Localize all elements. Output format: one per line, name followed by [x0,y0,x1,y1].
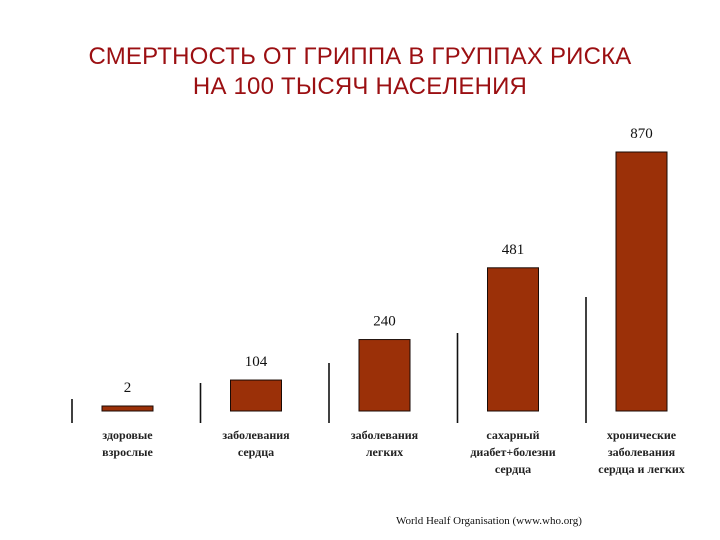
source-note: World Healf Organisation (www.who.org) [396,515,582,527]
bar [615,151,668,412]
data-label: 240 [373,314,396,330]
category-label: легких [366,445,403,459]
bar [230,379,282,412]
data-label: 481 [502,242,525,258]
category-label: сердца и легких [598,462,685,476]
chart-title: СМЕРТНОСТЬ ОТ ГРИППА В ГРУППАХ РИСКА НА … [0,42,720,102]
category-label: заболевания [608,445,676,459]
category-label: сердца [495,462,531,476]
bar [487,267,539,412]
category-label: заболевания [222,428,290,442]
data-label: 104 [245,354,268,370]
chart-title-line-1: СМЕРТНОСТЬ ОТ ГРИППА В ГРУППАХ РИСКА [88,43,632,70]
category-label: взрослые [102,445,153,459]
category-label: сахарный [486,428,539,442]
bar [358,339,411,412]
chart-title-line-2: НА 100 ТЫСЯЧ НАСЕЛЕНИЯ [192,73,528,100]
category-label: заболевания [351,428,419,442]
category-label: хронические [607,428,677,442]
category-label: здоровые [102,428,153,442]
bar [101,405,154,412]
data-label: 2 [124,380,132,396]
data-label: 870 [630,126,653,142]
category-label: диабет+болезни [470,445,555,459]
category-label: сердца [238,445,274,459]
